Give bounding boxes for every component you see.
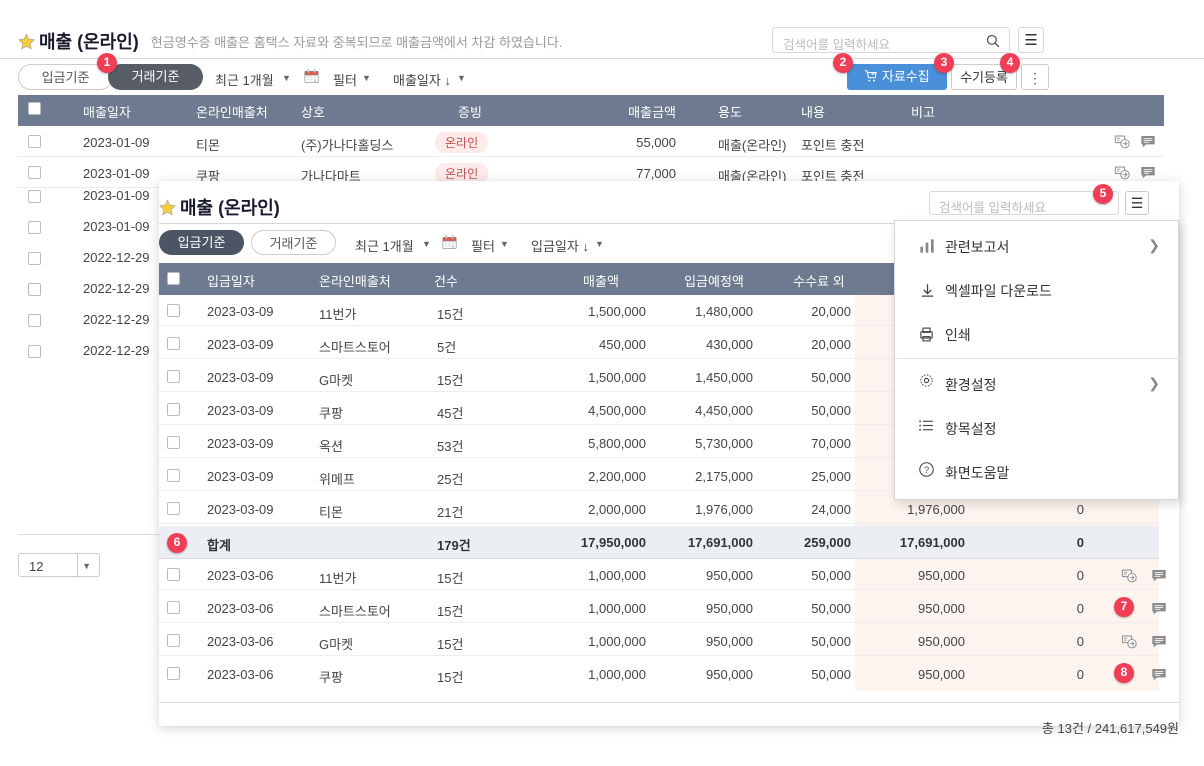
svg-text:?: ? xyxy=(924,465,929,475)
